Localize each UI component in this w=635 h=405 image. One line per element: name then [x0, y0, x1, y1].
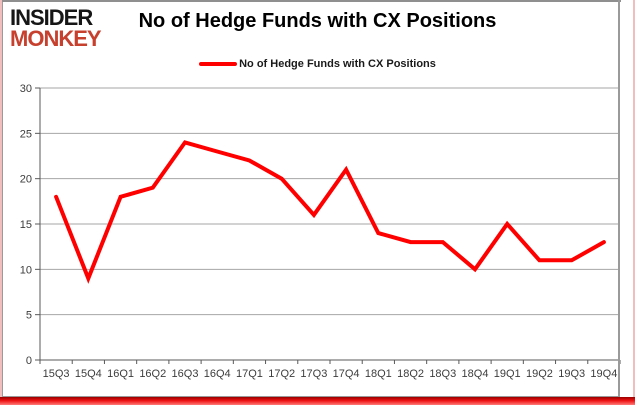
frame-border-left	[2, 2, 3, 397]
x-axis-label: 16Q3	[172, 368, 199, 380]
x-axis-label: 17Q1	[236, 368, 263, 380]
y-axis-label: 30	[20, 83, 32, 95]
x-axis-label: 19Q1	[494, 368, 521, 380]
y-axis-label: 20	[20, 174, 32, 186]
frame-border-right	[618, 0, 620, 397]
chart-legend: No of Hedge Funds with CX Positions	[0, 58, 635, 70]
x-axis-label: 18Q2	[397, 368, 424, 380]
x-axis-label: 18Q4	[462, 368, 489, 380]
frame-outer-right	[633, 0, 635, 405]
frame-outer-left	[0, 0, 2, 405]
frame-border-bottom	[2, 396, 620, 397]
y-axis-label: 0	[26, 355, 32, 367]
x-axis-label: 17Q2	[268, 368, 295, 380]
y-axis-label: 5	[26, 310, 32, 322]
bottom-accent-bar	[0, 397, 635, 405]
y-axis-label: 25	[20, 128, 32, 140]
logo-word-insider: INSIDER	[10, 5, 93, 30]
y-axis-label: 10	[20, 264, 32, 276]
legend-line-swatch	[199, 62, 238, 66]
x-axis-label: 16Q4	[204, 368, 231, 380]
x-axis-label: 15Q3	[43, 368, 70, 380]
x-axis-label: 19Q4	[590, 368, 617, 380]
chart-title: No of Hedge Funds with CX Positions	[138, 10, 497, 32]
y-axis-label: 15	[20, 219, 32, 231]
x-axis-label: 15Q4	[75, 368, 102, 380]
series-line	[54, 140, 606, 284]
x-axis-label: 16Q2	[139, 368, 166, 380]
x-axis-label: 17Q3	[300, 368, 327, 380]
logo-word-monkey: MONKEY	[10, 25, 102, 51]
legend-label: No of Hedge Funds with CX Positions	[239, 58, 436, 70]
insider-monkey-logo: INSIDER MONKEY	[10, 5, 102, 51]
x-axis-label: 18Q3	[429, 368, 456, 380]
x-axis-label: 19Q3	[558, 368, 585, 380]
frame-border-top	[2, 0, 621, 2]
x-axis-label: 16Q1	[107, 368, 134, 380]
x-axis-label: 17Q4	[333, 368, 360, 380]
x-axis-label: 18Q1	[365, 368, 392, 380]
x-axis-label: 19Q2	[526, 368, 553, 380]
